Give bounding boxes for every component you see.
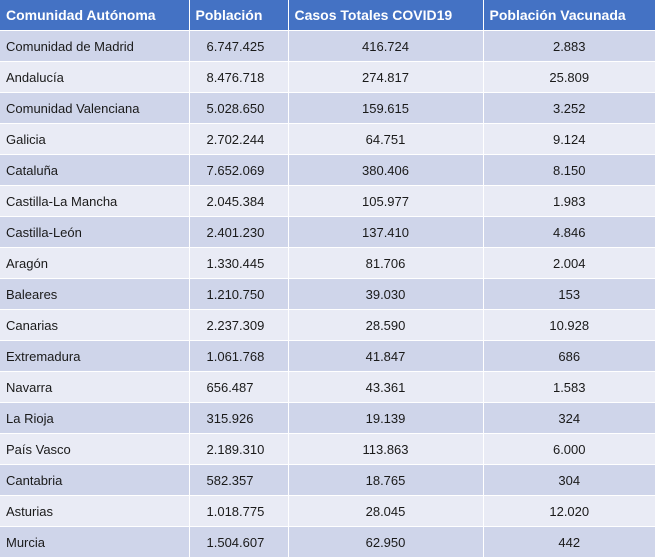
- cell-vacunada: 442: [483, 527, 655, 557]
- cell-vacunada: 1.583: [483, 372, 655, 403]
- cell-vacunada: 153: [483, 279, 655, 310]
- cell-poblacion: 5.028.650: [189, 93, 288, 124]
- cell-casos: 28.590: [288, 310, 483, 341]
- cell-comunidad: La Rioja: [0, 403, 189, 434]
- cell-vacunada: 2.004: [483, 248, 655, 279]
- cell-comunidad: Galicia: [0, 124, 189, 155]
- cell-casos: 64.751: [288, 124, 483, 155]
- cell-comunidad: Baleares: [0, 279, 189, 310]
- cell-casos: 159.615: [288, 93, 483, 124]
- cell-vacunada: 1.983: [483, 186, 655, 217]
- header-casos: Casos Totales COVID19: [288, 0, 483, 31]
- cell-comunidad: Castilla-León: [0, 217, 189, 248]
- cell-vacunada: 9.124: [483, 124, 655, 155]
- cell-comunidad: Cantabria: [0, 465, 189, 496]
- cell-casos: 19.139: [288, 403, 483, 434]
- cell-vacunada: 324: [483, 403, 655, 434]
- cell-comunidad: Andalucía: [0, 62, 189, 93]
- cell-poblacion: 2.401.230: [189, 217, 288, 248]
- cell-vacunada: 3.252: [483, 93, 655, 124]
- cell-comunidad: Aragón: [0, 248, 189, 279]
- cell-comunidad: Comunidad Valenciana: [0, 93, 189, 124]
- cell-poblacion: 656.487: [189, 372, 288, 403]
- cell-vacunada: 25.809: [483, 62, 655, 93]
- cell-poblacion: 1.330.445: [189, 248, 288, 279]
- cell-poblacion: 315.926: [189, 403, 288, 434]
- cell-poblacion: 8.476.718: [189, 62, 288, 93]
- cell-poblacion: 1.210.750: [189, 279, 288, 310]
- cell-comunidad: Navarra: [0, 372, 189, 403]
- cell-poblacion: 2.045.384: [189, 186, 288, 217]
- cell-comunidad: País Vasco: [0, 434, 189, 465]
- cell-comunidad: Castilla-La Mancha: [0, 186, 189, 217]
- cell-poblacion: 1.061.768: [189, 341, 288, 372]
- cell-casos: 28.045: [288, 496, 483, 527]
- cell-poblacion: 1.504.607: [189, 527, 288, 557]
- cell-vacunada: 12.020: [483, 496, 655, 527]
- cell-casos: 137.410: [288, 217, 483, 248]
- cell-casos: 62.950: [288, 527, 483, 557]
- cell-casos: 41.847: [288, 341, 483, 372]
- cell-vacunada: 686: [483, 341, 655, 372]
- cell-casos: 81.706: [288, 248, 483, 279]
- cell-poblacion: 6.747.425: [189, 31, 288, 62]
- header-comunidad: Comunidad Autónoma: [0, 0, 189, 31]
- cell-casos: 380.406: [288, 155, 483, 186]
- cell-comunidad: Canarias: [0, 310, 189, 341]
- cell-comunidad: Cataluña: [0, 155, 189, 186]
- cell-comunidad: Murcia: [0, 527, 189, 557]
- cell-casos: 105.977: [288, 186, 483, 217]
- header-row: Comunidad Autónoma Población Casos Total…: [0, 0, 655, 31]
- cell-poblacion: 1.018.775: [189, 496, 288, 527]
- cell-vacunada: 8.150: [483, 155, 655, 186]
- cell-casos: 113.863: [288, 434, 483, 465]
- cell-poblacion: 2.702.244: [189, 124, 288, 155]
- cell-casos: 43.361: [288, 372, 483, 403]
- cell-comunidad: Asturias: [0, 496, 189, 527]
- cell-vacunada: 10.928: [483, 310, 655, 341]
- cell-poblacion: 2.189.310: [189, 434, 288, 465]
- table-header: Comunidad Autónoma Población Casos Total…: [0, 0, 655, 31]
- cell-poblacion: 582.357: [189, 465, 288, 496]
- cell-vacunada: 2.883: [483, 31, 655, 62]
- cell-casos: 416.724: [288, 31, 483, 62]
- cell-vacunada: 4.846: [483, 217, 655, 248]
- cell-vacunada: 304: [483, 465, 655, 496]
- header-vacunada: Población Vacunada: [483, 0, 655, 31]
- cell-casos: 274.817: [288, 62, 483, 93]
- cell-vacunada: 6.000: [483, 434, 655, 465]
- cell-casos: 18.765: [288, 465, 483, 496]
- cell-comunidad: Comunidad de Madrid: [0, 31, 189, 62]
- header-poblacion: Población: [189, 0, 288, 31]
- cell-comunidad: Extremadura: [0, 341, 189, 372]
- cell-poblacion: 2.237.309: [189, 310, 288, 341]
- cell-poblacion: 7.652.069: [189, 155, 288, 186]
- cell-casos: 39.030: [288, 279, 483, 310]
